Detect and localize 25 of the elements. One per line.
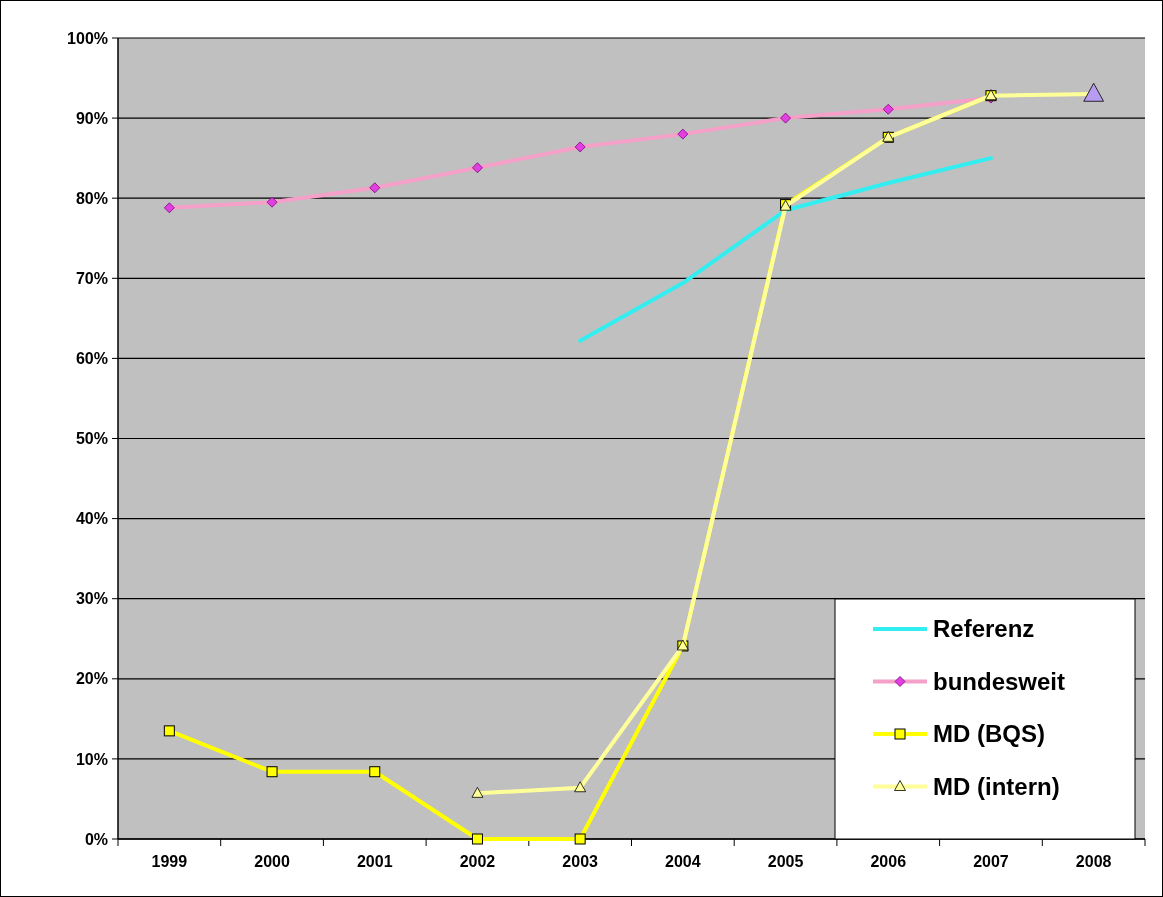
x-tick-label: 2001 [356, 853, 393, 870]
y-tick-label: 90% [75, 109, 108, 127]
x-tick-label: 2005 [767, 853, 804, 870]
y-tick-label: 60% [75, 350, 108, 367]
y-tick-label: 40% [75, 510, 108, 528]
y-tick-label: 0% [84, 830, 108, 848]
x-tick-label: 2003 [562, 853, 599, 870]
x-tick-label: 2000 [254, 853, 290, 870]
x-tick-label: 2002 [459, 853, 496, 870]
y-tick-label: 20% [75, 670, 108, 688]
y-tick-label: 70% [75, 269, 108, 287]
x-tick-label: 2004 [665, 853, 701, 870]
x-tick-label: 2007 [973, 853, 1009, 870]
legend-label: MD (intern) [933, 772, 1060, 800]
legend-label: MD (BQS) [933, 720, 1045, 748]
x-tick-label: 2008 [1075, 853, 1112, 870]
y-tick-label: 10% [75, 750, 108, 768]
y-tick-label: 30% [75, 590, 108, 608]
y-tick-label: 80% [75, 189, 108, 207]
y-tick-label: 100% [67, 29, 108, 47]
legend-label: bundesweit [933, 667, 1066, 695]
y-tick-label: 50% [75, 430, 108, 448]
x-tick-label: 1999 [151, 853, 188, 870]
x-tick-label: 2006 [870, 853, 907, 870]
legend-label: Referenz [933, 615, 1035, 643]
